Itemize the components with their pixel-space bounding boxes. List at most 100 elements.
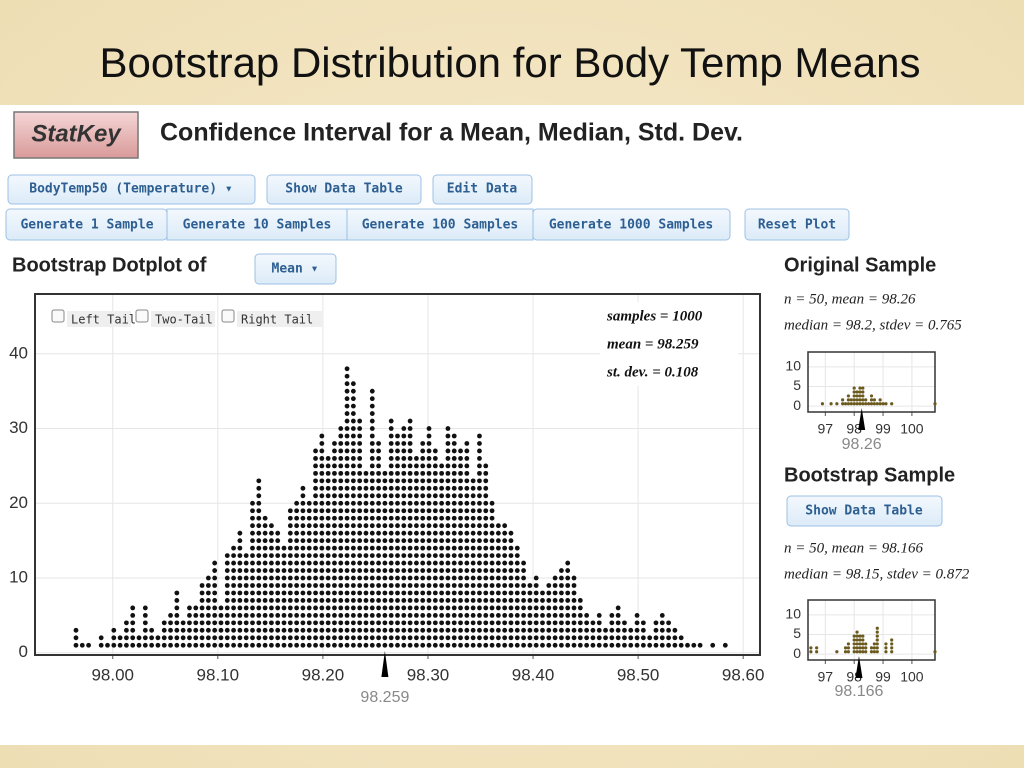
dot: [237, 553, 243, 558]
tail-checkbox[interactable]: [221, 309, 235, 323]
dot: [313, 523, 318, 529]
dot: [313, 598, 318, 603]
dot: [445, 560, 451, 566]
dot: [388, 545, 394, 551]
dot: [855, 634, 859, 638]
dot: [464, 575, 470, 581]
dot: [256, 605, 262, 611]
dot: [287, 523, 293, 529]
dot: [861, 634, 865, 638]
dot: [420, 508, 426, 514]
dot: [294, 500, 300, 506]
dot: [363, 523, 369, 529]
dot: [533, 642, 539, 648]
dot: [111, 635, 117, 641]
dot: [527, 642, 533, 648]
dot: [350, 620, 356, 626]
dot: [426, 575, 432, 581]
dot: [369, 590, 375, 596]
dot: [369, 523, 375, 529]
generate-button[interactable]: [166, 208, 348, 241]
plot-area: [808, 352, 935, 412]
dot-column: [609, 612, 615, 648]
dot: [212, 568, 218, 573]
dot: [350, 396, 356, 402]
dot: [319, 605, 325, 611]
dot: [269, 620, 274, 626]
dot: [338, 553, 344, 558]
dot: [508, 598, 514, 603]
dot-column: [199, 583, 205, 648]
dot-column: [858, 634, 862, 654]
dot: [559, 635, 564, 641]
dot: [363, 493, 369, 499]
dot: [287, 515, 293, 521]
dot: [407, 515, 413, 521]
dot: [426, 635, 432, 641]
dataset-button[interactable]: [7, 174, 256, 205]
dot: [533, 598, 539, 603]
tail-checkbox[interactable]: [135, 309, 149, 323]
dot: [477, 508, 482, 514]
dot: [439, 642, 445, 648]
dot: [559, 612, 564, 618]
dot: [464, 463, 470, 469]
dot: [306, 627, 312, 633]
dot: [875, 646, 879, 650]
dot: [250, 635, 255, 641]
dot: [451, 515, 457, 521]
dot: [458, 560, 463, 566]
generate-button[interactable]: [532, 208, 731, 241]
dot: [193, 627, 199, 633]
slide-title: Bootstrap Distribution for Body Temp Mea…: [100, 39, 921, 86]
dot: [432, 485, 438, 491]
dot: [269, 605, 274, 611]
dot: [376, 620, 381, 626]
dot: [420, 515, 426, 521]
dot: [256, 560, 262, 566]
dot: [350, 530, 356, 536]
dot: [168, 627, 173, 633]
dot: [401, 568, 407, 573]
edit-data-button[interactable]: [432, 174, 533, 205]
show-data-button[interactable]: [266, 174, 422, 205]
dot: [300, 515, 306, 521]
dot: [401, 485, 407, 491]
dot: [86, 642, 91, 648]
dot: [325, 642, 331, 648]
dot: [855, 642, 859, 646]
dot: [332, 470, 337, 476]
dot: [344, 463, 350, 469]
dot: [332, 620, 337, 626]
dot: [634, 612, 640, 618]
dot: [477, 523, 482, 529]
dot: [540, 635, 545, 641]
dot: [357, 598, 363, 603]
dot: [344, 612, 350, 618]
dot: [357, 627, 363, 633]
dot-column: [933, 650, 937, 654]
dot: [546, 620, 552, 626]
dot-column: [98, 635, 104, 648]
dot: [546, 627, 552, 633]
reset-button[interactable]: [744, 208, 850, 241]
dot: [376, 627, 381, 633]
generate-button[interactable]: [346, 208, 534, 241]
dot: [237, 612, 243, 618]
dot: [495, 575, 501, 581]
dot: [350, 553, 356, 558]
bootstrap-show-data-button[interactable]: [786, 495, 943, 527]
dot: [483, 530, 489, 536]
dot: [489, 575, 495, 581]
statistic-button[interactable]: [254, 253, 337, 285]
dot: [835, 650, 839, 654]
dot: [130, 612, 136, 618]
tail-checkbox[interactable]: [51, 309, 65, 323]
dot: [464, 560, 470, 566]
dot: [212, 605, 218, 611]
dot: [338, 463, 344, 469]
dot: [306, 620, 312, 626]
dot: [231, 583, 236, 588]
dot: [357, 426, 363, 431]
dot: [395, 485, 400, 491]
